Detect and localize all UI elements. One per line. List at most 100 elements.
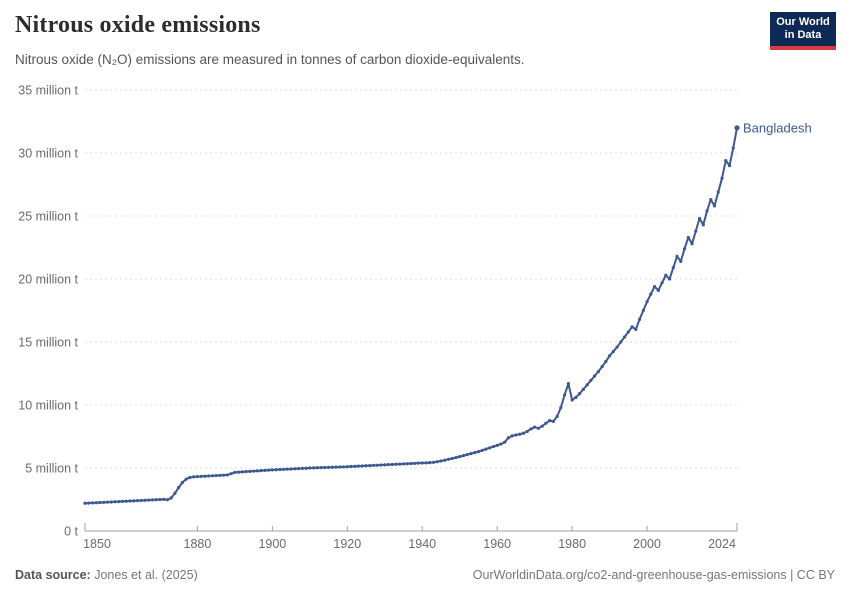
data-point bbox=[555, 414, 559, 418]
data-point bbox=[94, 501, 98, 505]
data-point bbox=[169, 496, 173, 500]
data-point bbox=[132, 499, 136, 503]
data-point bbox=[390, 462, 394, 467]
data-point bbox=[705, 209, 709, 213]
data-point bbox=[398, 462, 402, 466]
data-point bbox=[184, 477, 188, 481]
x-axis-label: 1960 bbox=[483, 537, 511, 551]
series-label[interactable]: Bangladesh bbox=[743, 120, 812, 135]
data-point bbox=[428, 460, 432, 465]
data-point bbox=[476, 450, 481, 454]
data-point bbox=[667, 277, 672, 281]
data-point bbox=[435, 460, 439, 464]
data-point bbox=[330, 465, 334, 469]
data-point bbox=[364, 464, 368, 468]
data-point bbox=[563, 393, 567, 397]
data-point bbox=[540, 424, 544, 428]
data-point bbox=[637, 317, 642, 321]
y-axis-label: 20 million t bbox=[18, 273, 78, 287]
data-point bbox=[645, 300, 649, 304]
data-point bbox=[135, 499, 140, 503]
data-point bbox=[368, 464, 372, 468]
data-point bbox=[675, 254, 679, 258]
y-axis-label: 15 million t bbox=[18, 336, 78, 350]
data-point bbox=[731, 146, 735, 150]
data-point bbox=[371, 463, 376, 467]
owid-logo-line1: Our World bbox=[776, 16, 830, 28]
y-axis-label: 35 million t bbox=[18, 84, 78, 98]
data-point bbox=[570, 398, 574, 402]
data-point bbox=[454, 455, 458, 460]
series-line-bangladesh[interactable] bbox=[84, 127, 738, 505]
data-point bbox=[536, 426, 541, 430]
data-point bbox=[581, 387, 585, 391]
data-point bbox=[304, 466, 308, 470]
data-point bbox=[109, 500, 113, 504]
data-point bbox=[158, 497, 162, 502]
data-point bbox=[278, 467, 282, 472]
data-point bbox=[622, 335, 627, 339]
y-axis-label: 30 million t bbox=[18, 147, 78, 161]
data-point bbox=[679, 259, 683, 263]
data-point bbox=[120, 499, 125, 503]
chart-footer: Data source: Jones et al. (2025) OurWorl… bbox=[15, 568, 835, 582]
data-point bbox=[177, 485, 181, 490]
data-point bbox=[210, 474, 215, 478]
data-point bbox=[147, 498, 151, 502]
data-point bbox=[641, 308, 645, 313]
data-point bbox=[296, 467, 301, 471]
data-point bbox=[188, 475, 192, 480]
data-point bbox=[574, 395, 578, 400]
data-point bbox=[585, 383, 589, 387]
footer-citation-link[interactable]: OurWorldinData.org/co2-and-greenhouse-ga… bbox=[472, 568, 835, 582]
data-point bbox=[308, 466, 312, 470]
data-point bbox=[274, 468, 278, 472]
data-point bbox=[195, 474, 200, 479]
owid-logo-line2: in Data bbox=[784, 29, 822, 41]
data-point bbox=[420, 461, 424, 465]
data-point bbox=[424, 461, 428, 465]
data-point bbox=[514, 433, 518, 437]
owid-logo[interactable]: Our World in Data bbox=[770, 12, 836, 50]
data-point bbox=[671, 266, 675, 270]
data-point bbox=[225, 473, 229, 477]
data-point bbox=[443, 458, 447, 462]
data-point bbox=[180, 480, 185, 485]
y-axis-label: 5 million t bbox=[25, 462, 78, 476]
data-point bbox=[267, 468, 271, 472]
data-point bbox=[413, 461, 417, 465]
data-point bbox=[285, 467, 289, 471]
x-axis-label: 2000 bbox=[633, 537, 661, 551]
data-point bbox=[383, 463, 387, 467]
data-source-value: Jones et al. (2025) bbox=[94, 568, 198, 582]
data-point bbox=[150, 498, 155, 502]
data-point bbox=[439, 459, 443, 463]
data-point bbox=[682, 247, 687, 251]
data-point bbox=[446, 457, 451, 461]
data-point bbox=[203, 474, 207, 478]
data-point bbox=[345, 465, 349, 469]
data-point bbox=[578, 392, 582, 396]
data-point bbox=[143, 498, 147, 502]
data-point bbox=[128, 499, 132, 503]
data-point bbox=[499, 442, 503, 446]
data-point bbox=[720, 176, 724, 180]
data-point bbox=[473, 451, 477, 455]
data-point bbox=[551, 419, 555, 423]
data-point bbox=[525, 429, 529, 434]
data-source-label: Data source: bbox=[15, 568, 91, 582]
data-point bbox=[533, 425, 537, 429]
data-point bbox=[113, 500, 117, 504]
data-point bbox=[233, 470, 237, 475]
data-point bbox=[319, 466, 323, 470]
data-point bbox=[218, 473, 222, 478]
data-point bbox=[652, 284, 657, 289]
data-point bbox=[124, 499, 128, 503]
data-point bbox=[518, 432, 522, 436]
data-point bbox=[566, 381, 570, 386]
data-point bbox=[379, 463, 383, 467]
data-point bbox=[293, 467, 297, 471]
chart-title: Nitrous oxide emissions bbox=[15, 12, 261, 38]
